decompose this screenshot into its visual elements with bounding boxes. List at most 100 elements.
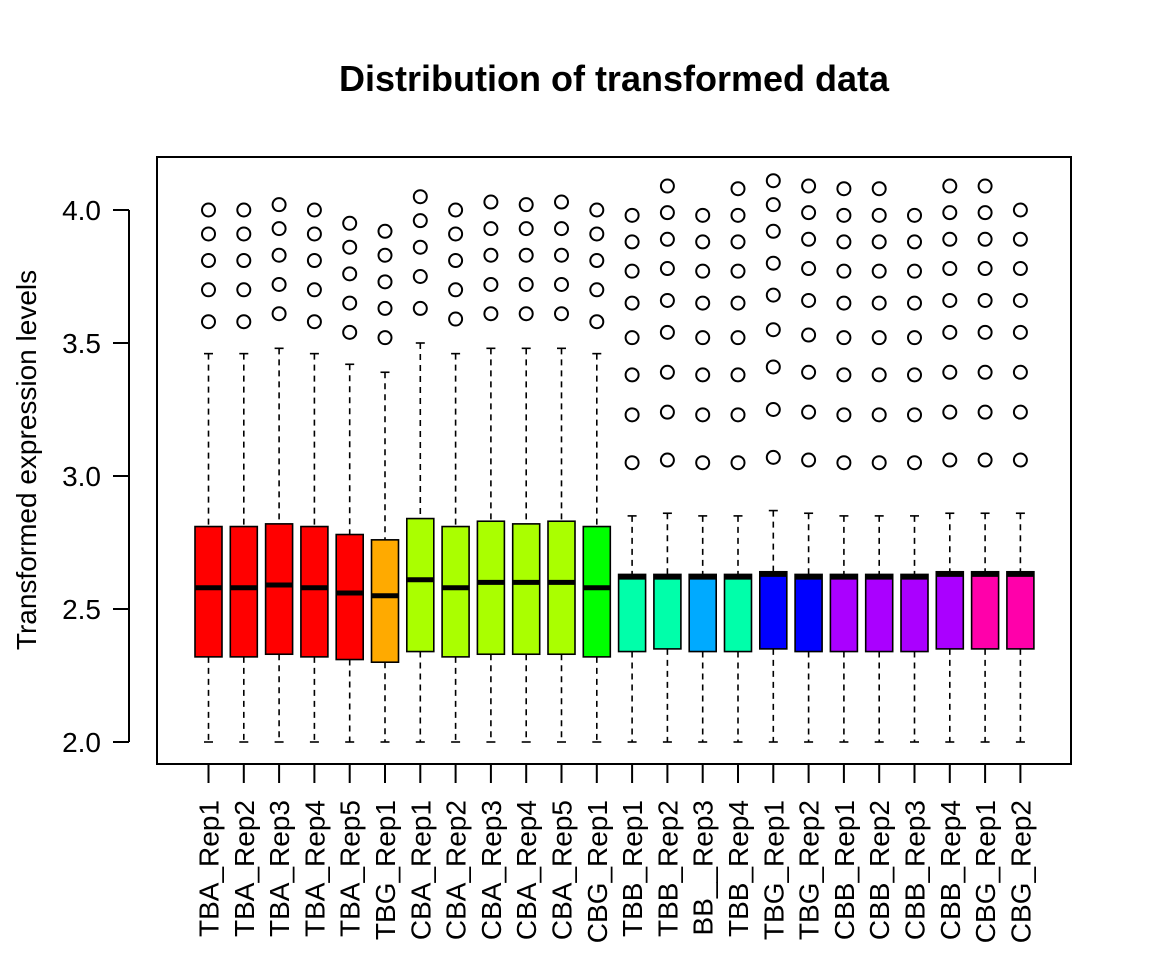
outlier-point bbox=[271, 276, 287, 292]
outlier-point bbox=[801, 452, 817, 468]
outlier-point bbox=[907, 330, 922, 346]
outlier-point bbox=[942, 261, 958, 277]
outlier-point bbox=[977, 261, 993, 277]
outlier-point bbox=[201, 314, 216, 330]
outlier-point bbox=[730, 367, 746, 383]
x-tick-label: TBG_Rep1 bbox=[758, 800, 789, 940]
outlier-point bbox=[518, 276, 534, 292]
box-body bbox=[617, 573, 647, 653]
outlier-point bbox=[518, 197, 534, 213]
x-tick-label: TBB_Rep1 bbox=[617, 800, 648, 937]
outlier-point bbox=[730, 330, 746, 346]
box-body bbox=[900, 573, 929, 653]
box-cba_rep1 bbox=[405, 189, 435, 743]
box-body bbox=[194, 525, 223, 658]
outlier-point bbox=[871, 234, 887, 250]
outlier-point bbox=[412, 189, 428, 205]
x-tick-label: TBB_Rep2 bbox=[652, 800, 683, 937]
outlier-point bbox=[659, 404, 675, 420]
outlier-point bbox=[554, 306, 569, 322]
outlier-point bbox=[659, 178, 675, 194]
box-body bbox=[264, 523, 294, 656]
box-body bbox=[970, 570, 1000, 650]
outlier-point bbox=[871, 330, 887, 346]
outlier-point bbox=[554, 194, 569, 210]
box-body bbox=[229, 525, 259, 658]
outlier-point bbox=[589, 253, 605, 269]
outlier-point bbox=[448, 202, 464, 218]
x-tick-label: CBA_Rep5 bbox=[547, 800, 578, 940]
outlier-point bbox=[695, 263, 711, 279]
y-tick-label: 2.5 bbox=[62, 594, 101, 625]
outlier-point bbox=[659, 231, 675, 247]
outlier-point bbox=[801, 292, 817, 308]
outlier-point bbox=[448, 253, 464, 269]
outlier-point bbox=[942, 324, 958, 340]
outlier-point bbox=[659, 261, 675, 277]
outlier-point bbox=[306, 282, 322, 298]
x-tick-label: CBA_Rep3 bbox=[476, 800, 507, 940]
outlier-point bbox=[483, 276, 499, 292]
outlier-point bbox=[871, 407, 887, 423]
outlier-point bbox=[589, 226, 605, 242]
outlier-point bbox=[377, 223, 393, 239]
outlier-point bbox=[836, 330, 852, 346]
box-tbb_rep4 bbox=[723, 181, 753, 743]
x-tick-label: CBB_Rep4 bbox=[935, 800, 966, 940]
box-tba_rep1 bbox=[194, 202, 223, 743]
outlier-point bbox=[836, 295, 852, 311]
box-cbb_rep2 bbox=[864, 181, 894, 743]
outlier-point bbox=[1012, 292, 1028, 308]
box-body bbox=[300, 525, 329, 658]
outlier-point bbox=[377, 274, 393, 290]
outlier-point bbox=[271, 221, 287, 237]
outlier-point bbox=[871, 207, 887, 223]
box-tbb_rep2 bbox=[653, 178, 682, 743]
outlier-point bbox=[1012, 324, 1028, 340]
outlier-point bbox=[554, 247, 569, 263]
outlier-point bbox=[871, 181, 887, 197]
outlier-point bbox=[624, 407, 640, 423]
x-tick-label: TBG_Rep2 bbox=[794, 800, 825, 940]
outlier-point bbox=[412, 300, 428, 316]
outlier-point bbox=[377, 247, 393, 263]
outlier-point bbox=[589, 282, 605, 298]
outlier-point bbox=[942, 364, 958, 380]
outlier-point bbox=[589, 202, 605, 218]
outlier-point bbox=[836, 263, 852, 279]
outlier-point bbox=[907, 367, 922, 383]
box-cbb_rep4 bbox=[935, 178, 965, 743]
outlier-point bbox=[483, 306, 499, 322]
outlier-point bbox=[271, 197, 287, 213]
box-body bbox=[582, 525, 612, 658]
outlier-point bbox=[236, 253, 252, 269]
y-axis: 2.0 2.5 3.0 3.5 4.0 bbox=[62, 195, 130, 758]
y-tick-label: 4.0 bbox=[62, 195, 101, 226]
outlier-point bbox=[342, 239, 358, 255]
y-tick-label: 3.5 bbox=[62, 328, 101, 359]
outlier-point bbox=[730, 455, 746, 471]
outlier-point bbox=[765, 359, 781, 375]
outlier-point bbox=[765, 322, 781, 338]
x-tick-label: TBB_Rep4 bbox=[723, 800, 754, 937]
outlier-point bbox=[942, 404, 958, 420]
outlier-point bbox=[624, 263, 640, 279]
outlier-point bbox=[589, 314, 605, 330]
outlier-point bbox=[342, 266, 358, 282]
box-cbb_rep3 bbox=[900, 207, 929, 743]
outlier-point bbox=[801, 364, 817, 380]
box-body bbox=[864, 573, 894, 653]
outlier-point bbox=[907, 263, 922, 279]
outlier-point bbox=[801, 404, 817, 420]
box-cba_rep4 bbox=[511, 197, 541, 743]
box-cba_rep3 bbox=[476, 194, 506, 743]
outlier-point bbox=[907, 234, 922, 250]
outlier-point bbox=[907, 407, 922, 423]
box-body bbox=[1006, 570, 1035, 650]
outlier-point bbox=[201, 226, 216, 242]
x-tick-label: TBG_Rep1 bbox=[370, 800, 401, 940]
outlier-point bbox=[836, 181, 852, 197]
outlier-point bbox=[1012, 261, 1028, 277]
box-tba_rep2 bbox=[229, 202, 259, 743]
